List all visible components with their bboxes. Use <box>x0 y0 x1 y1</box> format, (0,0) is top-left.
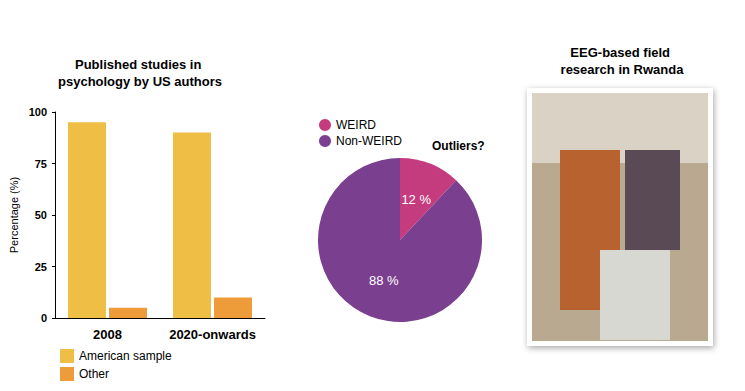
svg-text:100: 100 <box>29 106 47 118</box>
svg-text:50: 50 <box>35 209 47 221</box>
svg-text:2008: 2008 <box>93 327 122 342</box>
svg-text:Percentage (%): Percentage (%) <box>8 177 20 253</box>
svg-text:Outliers?: Outliers? <box>432 139 485 153</box>
svg-text:88 %: 88 % <box>369 273 399 288</box>
svg-text:25: 25 <box>35 261 47 273</box>
svg-text:research in Rwanda: research in Rwanda <box>561 62 685 77</box>
svg-text:WEIRD: WEIRD <box>336 118 376 132</box>
svg-text:Non-WEIRD: Non-WEIRD <box>336 134 402 148</box>
svg-text:EEG-based field: EEG-based field <box>570 45 673 60</box>
svg-text:psychology by US authors: psychology by US authors <box>58 74 222 89</box>
svg-text:Other: Other <box>79 367 109 381</box>
svg-text:American sample: American sample <box>79 349 172 363</box>
svg-text:75: 75 <box>35 158 47 170</box>
svg-text:2020-onwards: 2020-onwards <box>169 327 256 342</box>
svg-text:12 %: 12 % <box>401 192 431 207</box>
svg-text:0: 0 <box>41 312 47 324</box>
svg-text:Published studies in: Published studies in <box>75 57 205 72</box>
